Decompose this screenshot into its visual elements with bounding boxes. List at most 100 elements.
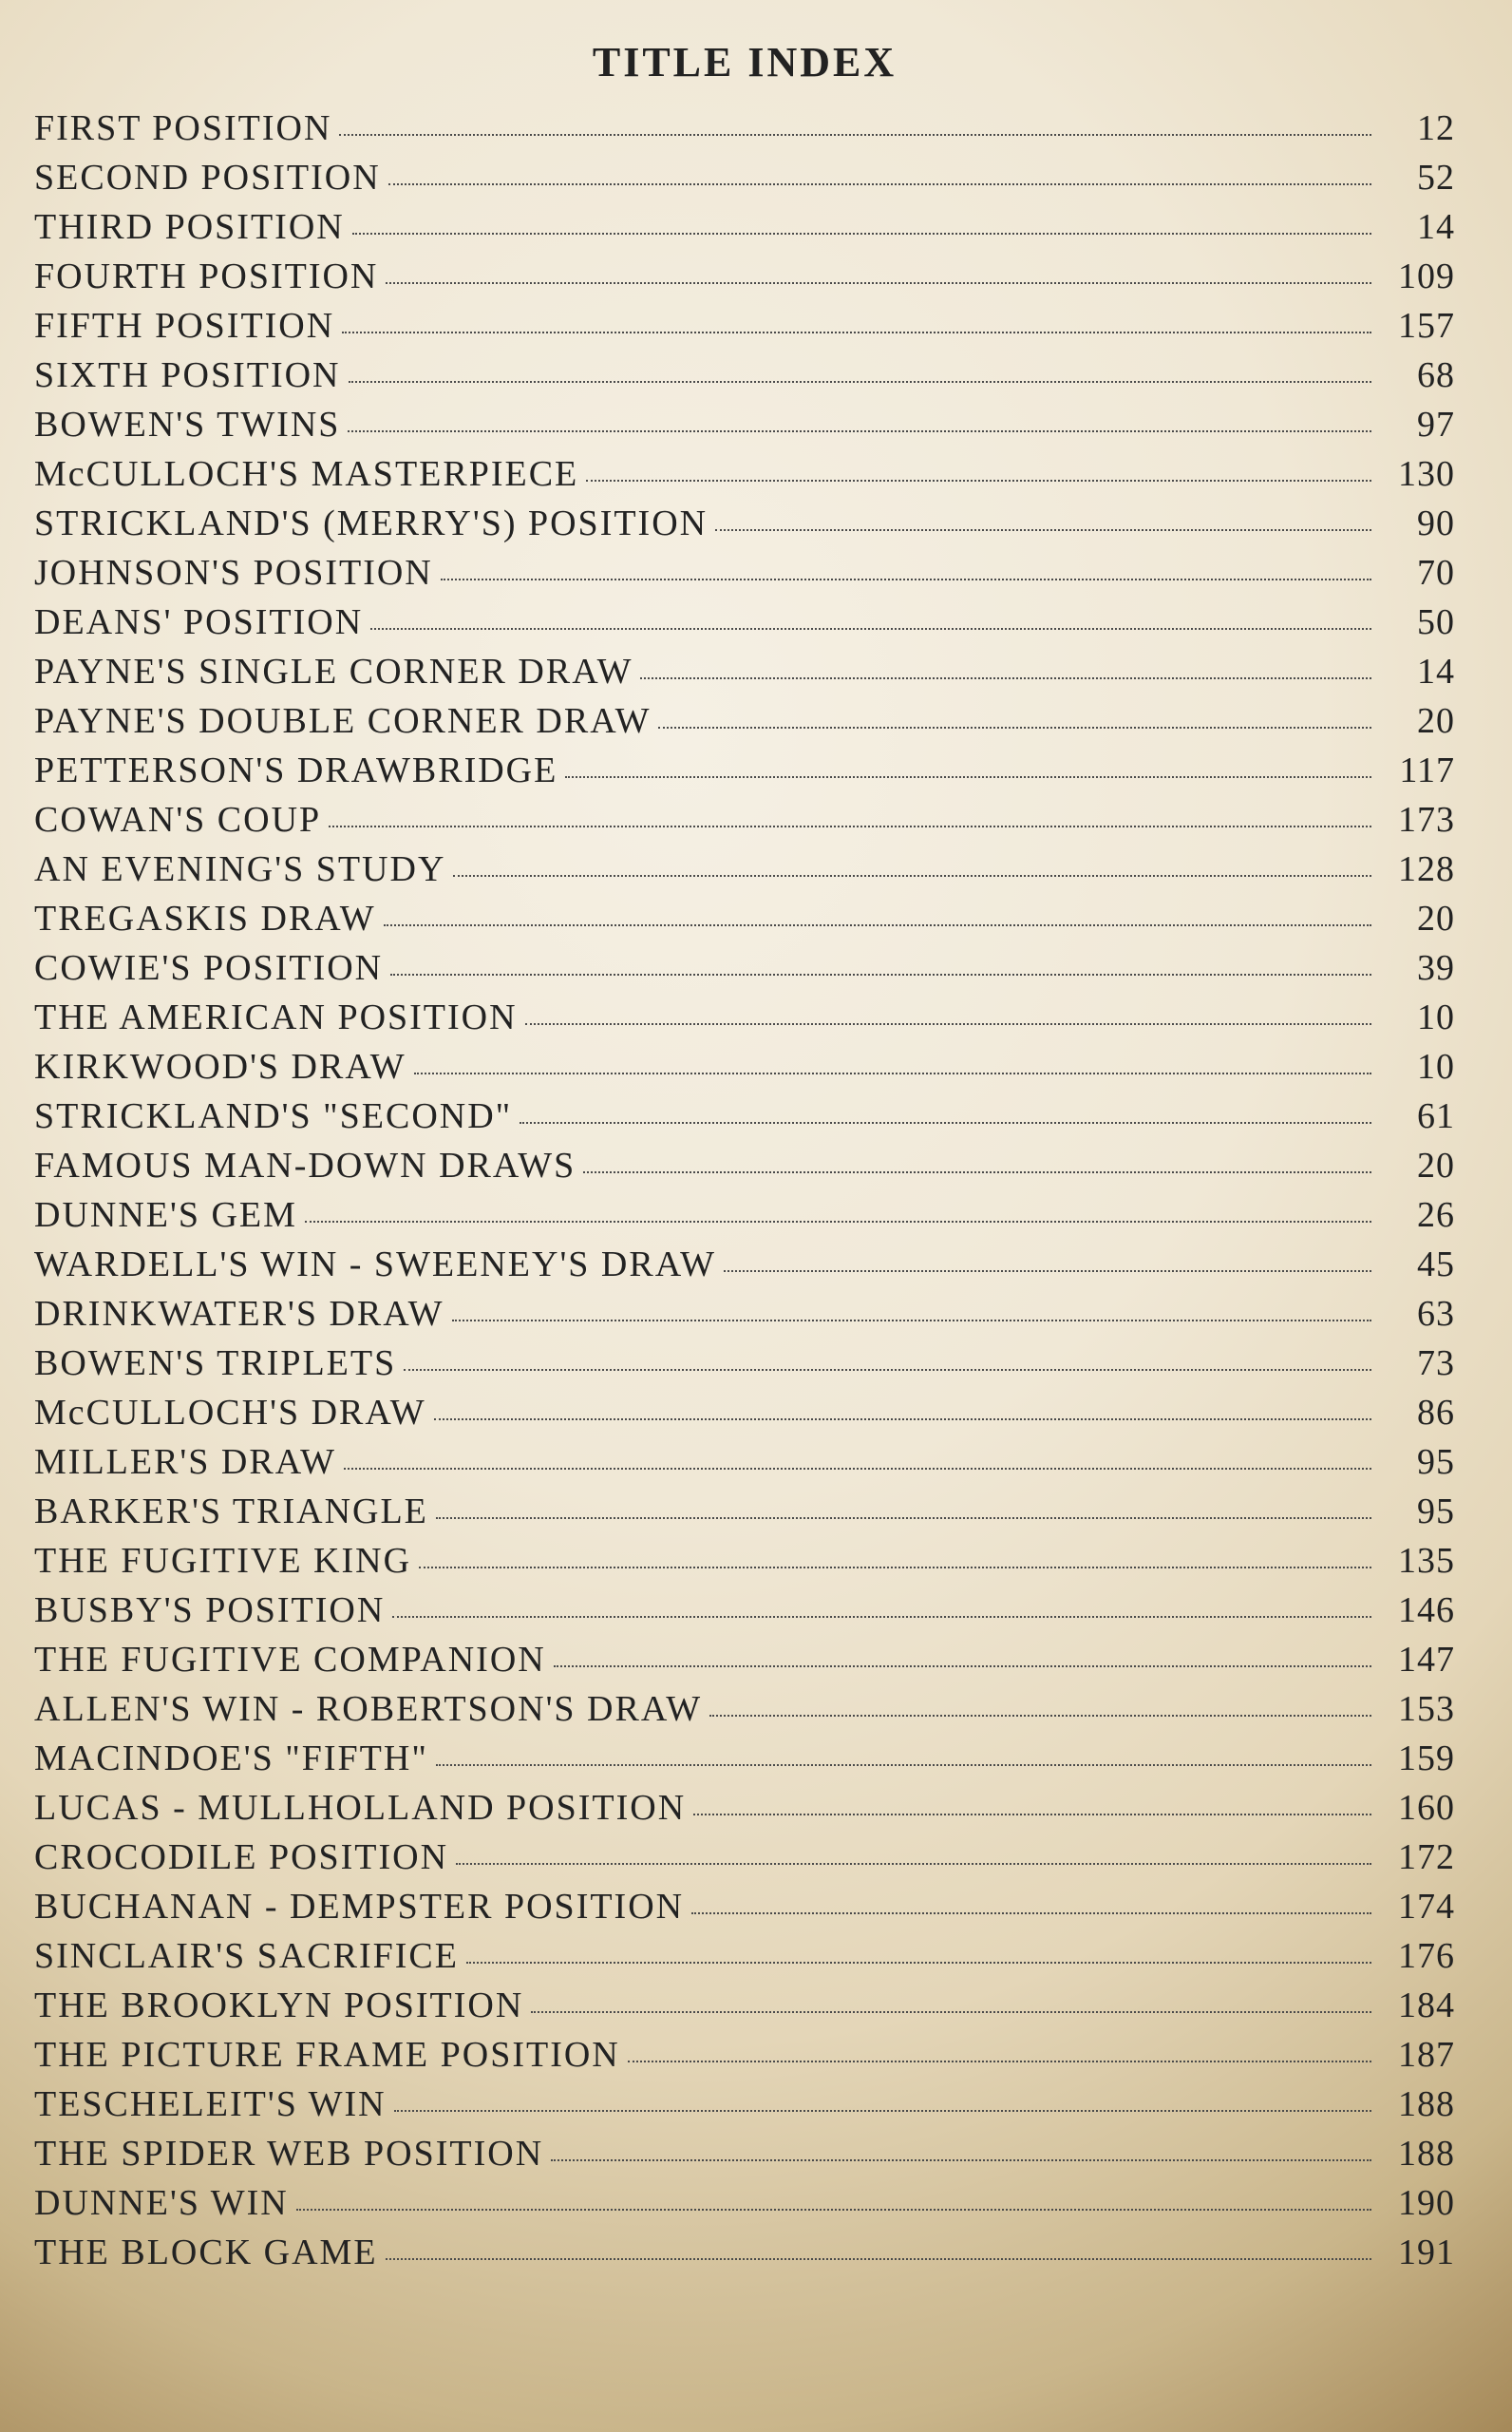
index-entry-label: BUCHANAN - DEMPSTER POSITION — [34, 1886, 684, 1928]
index-entry-label: SINCLAIR'S SACRIFICE — [34, 1935, 459, 1977]
dot-leader — [520, 1122, 1371, 1124]
index-entry: CROCODILE POSITION172 — [34, 1836, 1455, 1886]
dot-leader — [329, 826, 1371, 827]
index-entry-page: 20 — [1379, 898, 1455, 940]
index-entry-page: 95 — [1379, 1491, 1455, 1532]
index-entry: LUCAS - MULLHOLLAND POSITION160 — [34, 1787, 1455, 1836]
index-entry-label: TREGASKIS DRAW — [34, 898, 376, 940]
dot-leader — [404, 1369, 1371, 1371]
page-container: TITLE INDEX FIRST POSITION12SECOND POSIT… — [34, 38, 1455, 2394]
dot-leader — [386, 282, 1371, 284]
index-entry: THE FUGITIVE KING135 — [34, 1540, 1455, 1589]
index-entry-label: MILLER'S DRAW — [34, 1441, 336, 1483]
dot-leader — [342, 332, 1371, 333]
dot-leader — [436, 1517, 1371, 1519]
index-entry: DRINKWATER'S DRAW63 — [34, 1293, 1455, 1342]
index-entry-label: THE FUGITIVE COMPANION — [34, 1639, 546, 1681]
index-entry-label: AN EVENING'S STUDY — [34, 848, 445, 890]
dot-leader — [344, 1468, 1371, 1470]
index-entry: BUCHANAN - DEMPSTER POSITION 174 — [34, 1886, 1455, 1935]
index-entry-label: STRICKLAND'S "SECOND" — [34, 1095, 512, 1137]
index-entry-page: 10 — [1379, 1046, 1455, 1088]
index-entry: MACINDOE'S "FIFTH" 159 — [34, 1738, 1455, 1787]
index-entry-page: 45 — [1379, 1244, 1455, 1285]
index-entry-page: 12 — [1379, 107, 1455, 149]
index-entry-label: DUNNE'S GEM — [34, 1194, 297, 1236]
dot-leader — [583, 1171, 1371, 1173]
dot-leader — [370, 628, 1371, 630]
index-entry-label: WARDELL'S WIN - SWEENEY'S DRAW — [34, 1244, 716, 1285]
index-entry: BARKER'S TRIANGLE95 — [34, 1491, 1455, 1540]
index-entry: ALLEN'S WIN - ROBERTSON'S DRAW153 — [34, 1688, 1455, 1738]
dot-leader — [565, 776, 1371, 778]
index-entry-page: 117 — [1379, 750, 1455, 791]
index-entry-label: THE BLOCK GAME — [34, 2232, 378, 2273]
index-entry: COWAN'S COUP173 — [34, 799, 1455, 848]
dot-leader — [384, 924, 1371, 926]
index-entry: THE SPIDER WEB POSITION188 — [34, 2133, 1455, 2182]
index-entry-label: COWAN'S COUP — [34, 799, 321, 841]
index-entry: THE BROOKLYN POSITION184 — [34, 1985, 1455, 2034]
dot-leader — [586, 480, 1371, 482]
index-entry: PETTERSON'S DRAWBRIDGE117 — [34, 750, 1455, 799]
dot-leader — [390, 974, 1371, 976]
dot-leader — [724, 1270, 1371, 1272]
dot-leader — [628, 2061, 1371, 2062]
index-entry-label: LUCAS - MULLHOLLAND POSITION — [34, 1787, 686, 1829]
index-entry-page: 130 — [1379, 453, 1455, 495]
index-entry-page: 184 — [1379, 1985, 1455, 2026]
index-entry-page: 176 — [1379, 1935, 1455, 1977]
index-entry-label: FOURTH POSITION — [34, 256, 378, 297]
index-entry-page: 97 — [1379, 404, 1455, 446]
index-entry-page: 159 — [1379, 1738, 1455, 1779]
index-entry: THE PICTURE FRAME POSITION187 — [34, 2034, 1455, 2083]
title-index-list: FIRST POSITION12SECOND POSITION52THIRD P… — [34, 107, 1455, 2281]
dot-leader — [441, 579, 1371, 580]
index-entry: PAYNE'S SINGLE CORNER DRAW14 — [34, 651, 1455, 700]
dot-leader — [456, 1863, 1371, 1865]
dot-leader — [394, 2110, 1371, 2112]
index-entry-label: DUNNE'S WIN — [34, 2182, 289, 2224]
dot-leader — [436, 1764, 1371, 1766]
index-entry-page: 190 — [1379, 2182, 1455, 2224]
index-entry-label: BOWEN'S TWINS — [34, 404, 340, 446]
index-entry-page: 174 — [1379, 1886, 1455, 1928]
index-entry: THE BLOCK GAME191 — [34, 2232, 1455, 2281]
index-entry: McCULLOCH'S DRAW86 — [34, 1392, 1455, 1441]
index-entry: TESCHELEIT'S WIN188 — [34, 2083, 1455, 2133]
dot-leader — [339, 134, 1371, 136]
index-entry: DUNNE'S GEM26 — [34, 1194, 1455, 1244]
index-entry-page: 95 — [1379, 1441, 1455, 1483]
index-entry-page: 20 — [1379, 700, 1455, 742]
index-entry-page: 188 — [1379, 2083, 1455, 2125]
index-entry: STRICKLAND'S "SECOND"61 — [34, 1095, 1455, 1145]
index-entry-page: 10 — [1379, 997, 1455, 1038]
index-entry: SINCLAIR'S SACRIFICE 176 — [34, 1935, 1455, 1985]
index-entry-label: BUSBY'S POSITION — [34, 1589, 385, 1631]
index-entry-label: McCULLOCH'S DRAW — [34, 1392, 426, 1434]
index-entry-label: KIRKWOOD'S DRAW — [34, 1046, 406, 1088]
dot-leader — [551, 2159, 1371, 2161]
index-entry-page: 188 — [1379, 2133, 1455, 2175]
index-entry: COWIE'S POSITION39 — [34, 947, 1455, 997]
index-entry-page: 147 — [1379, 1639, 1455, 1681]
dot-leader — [658, 727, 1371, 729]
index-entry-label: MACINDOE'S "FIFTH" — [34, 1738, 428, 1779]
dot-leader — [466, 1962, 1371, 1964]
dot-leader — [453, 875, 1371, 877]
index-entry-label: SIXTH POSITION — [34, 354, 341, 396]
dot-leader — [693, 1814, 1371, 1815]
index-entry: DUNNE'S WIN 190 — [34, 2182, 1455, 2232]
dot-leader — [691, 1912, 1371, 1914]
index-entry-label: PAYNE'S SINGLE CORNER DRAW — [34, 651, 633, 693]
index-entry-label: FAMOUS MAN-DOWN DRAWS — [34, 1145, 576, 1187]
index-entry-page: 90 — [1379, 503, 1455, 544]
dot-leader — [392, 1616, 1371, 1618]
dot-leader — [525, 1023, 1371, 1025]
index-entry-label: THE AMERICAN POSITION — [34, 997, 518, 1038]
dot-leader — [296, 2209, 1371, 2211]
index-entry-label: JOHNSON'S POSITION — [34, 552, 433, 594]
index-entry-label: PAYNE'S DOUBLE CORNER DRAW — [34, 700, 651, 742]
index-entry-label: THIRD POSITION — [34, 206, 345, 248]
index-entry-label: FIRST POSITION — [34, 107, 331, 149]
